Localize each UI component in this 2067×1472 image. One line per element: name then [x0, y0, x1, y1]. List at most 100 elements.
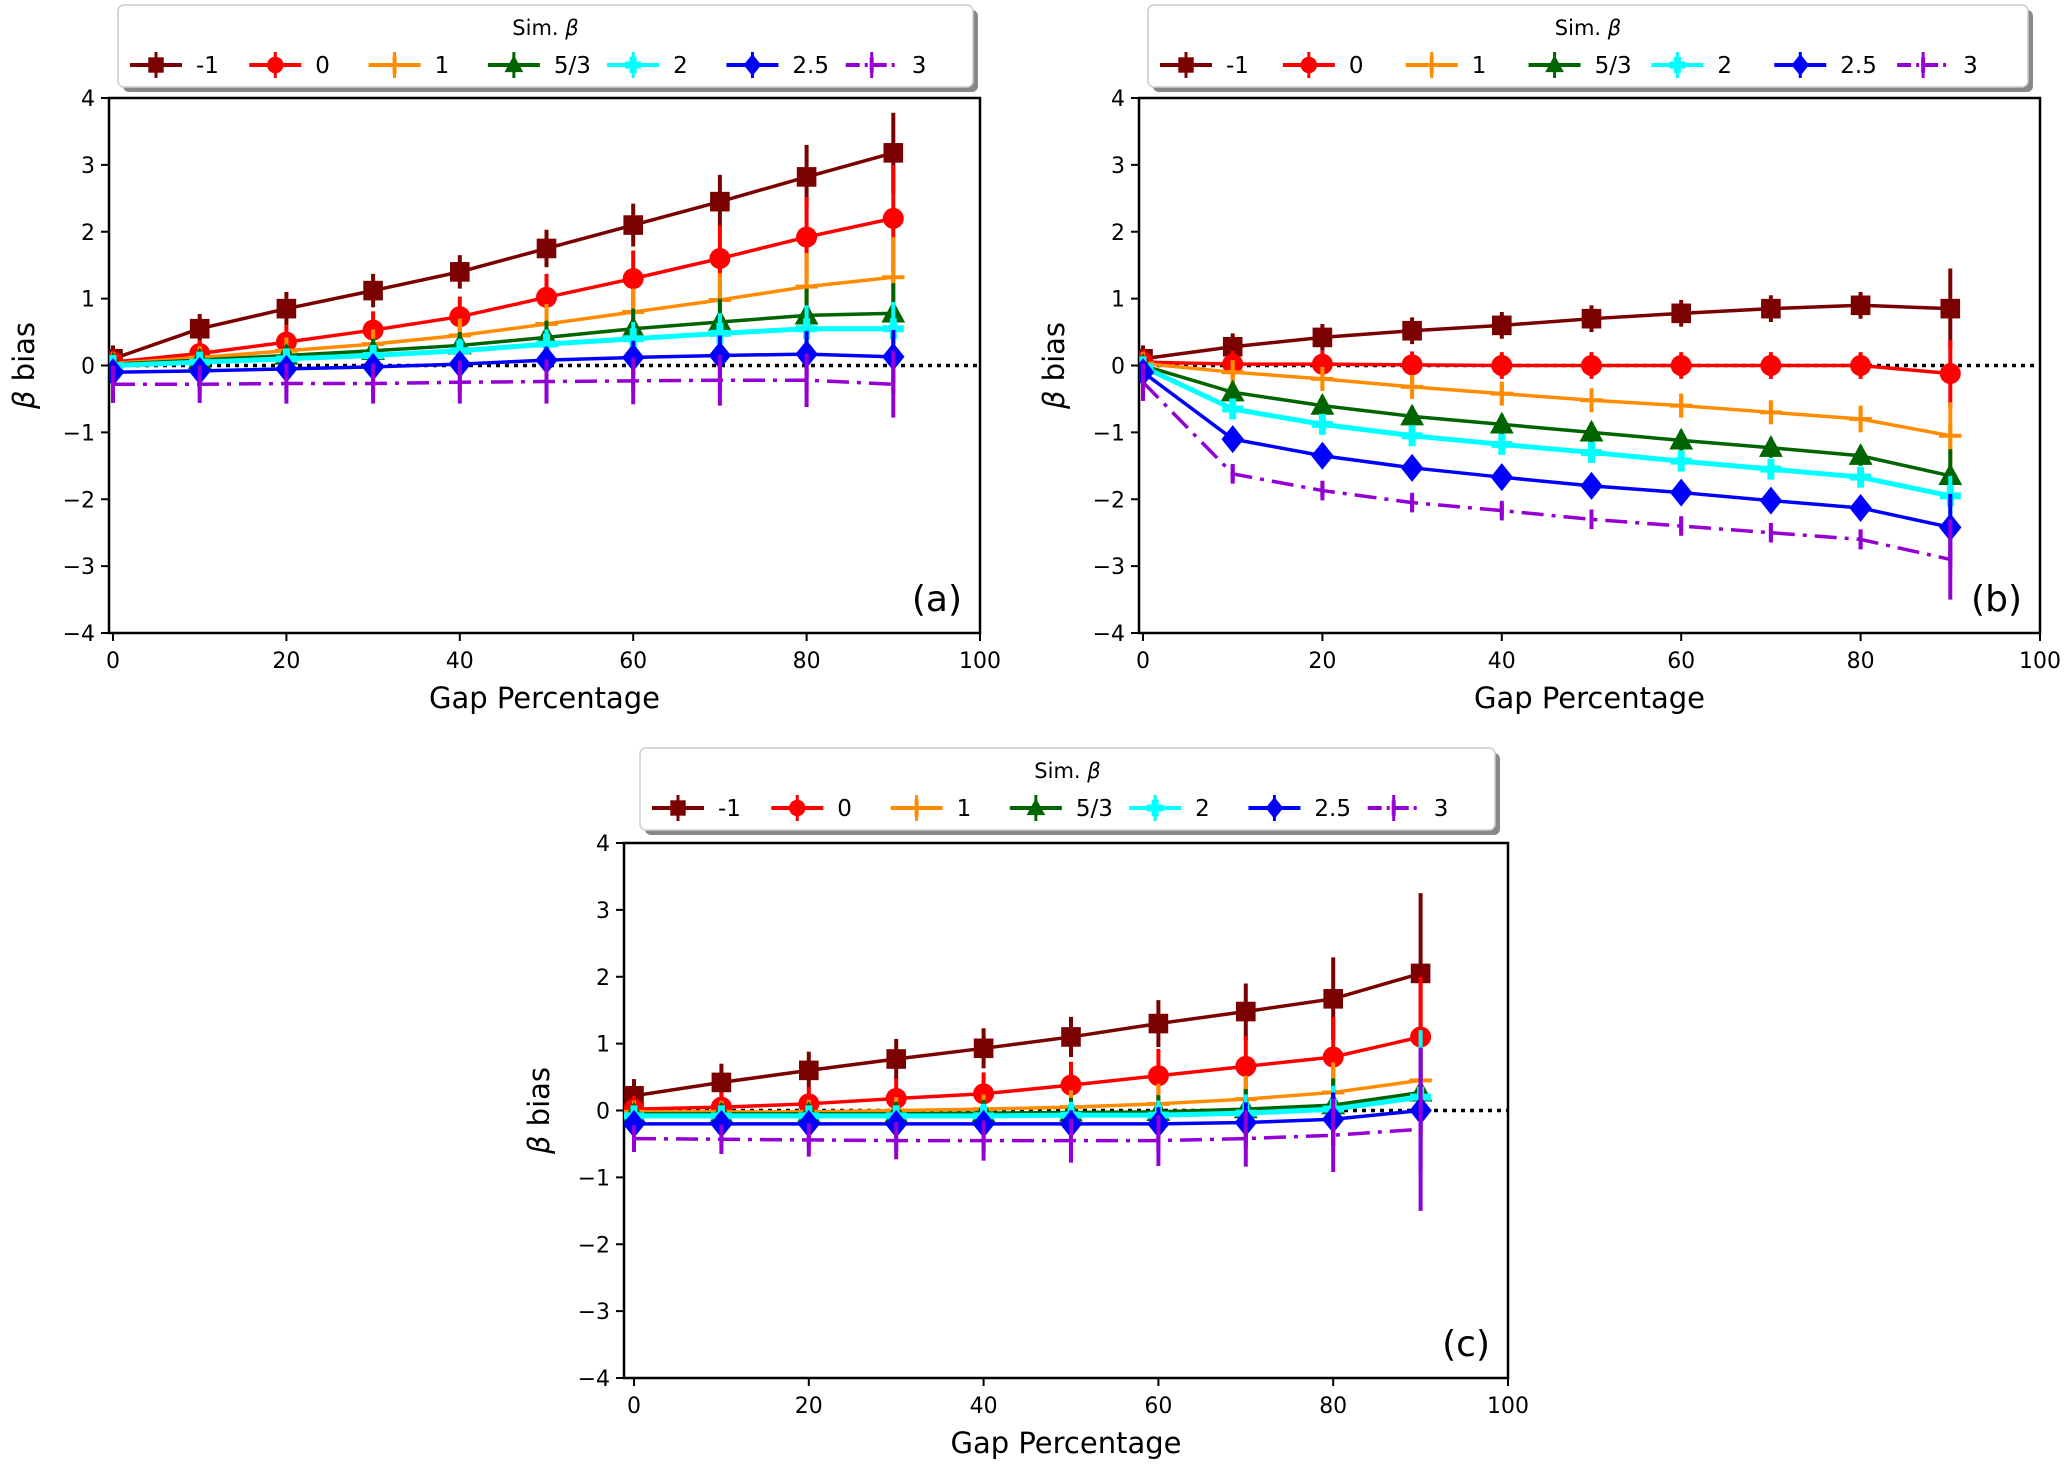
y-tick-label: −1 — [1093, 421, 1125, 446]
legend-label: 0 — [1349, 53, 1364, 79]
legend-label: 2.5 — [1314, 796, 1351, 822]
y-tick-label: 4 — [1111, 87, 1125, 112]
legend-label: 1 — [1472, 53, 1487, 79]
y-tick-label: 0 — [81, 355, 95, 380]
marker-plus-thick — [1581, 441, 1602, 463]
y-tick-label: −1 — [578, 1166, 610, 1191]
panel-label: (b) — [1971, 579, 2022, 620]
marker-circle — [1581, 355, 1602, 376]
legend: Sim. β -1 0 1 5/3 2 2.5 3 — [639, 747, 1500, 835]
y-tick-label: −3 — [63, 555, 95, 580]
marker-square — [1671, 303, 1691, 324]
marker-square — [1323, 989, 1343, 1009]
y-axis-label: β bias — [522, 1067, 556, 1155]
legend-item: 2 — [1651, 52, 1732, 79]
marker-square — [1222, 336, 1243, 357]
legend-item: -1 — [130, 52, 219, 79]
legend-label: 2 — [1717, 53, 1732, 79]
marker-triangle — [1579, 419, 1604, 442]
y-tick-label: −4 — [1093, 622, 1125, 647]
series--1 — [1139, 268, 1961, 373]
y-tick-label: −4 — [578, 1367, 610, 1392]
marker-circle — [536, 286, 557, 308]
series-line — [1141, 380, 1951, 562]
legend-label: -1 — [196, 53, 219, 79]
legend-item: 0 — [771, 795, 852, 822]
marker-triangle — [1220, 379, 1245, 402]
panel-label: (a) — [912, 579, 962, 620]
legend-label: 5/3 — [554, 53, 591, 79]
marker-circle — [1850, 355, 1872, 376]
x-axis-label: Gap Percentage — [950, 1426, 1181, 1460]
x-tick-label: 20 — [1308, 649, 1336, 674]
marker-square — [1061, 1027, 1081, 1047]
marker-square — [189, 318, 210, 339]
marker-circle — [1235, 1055, 1257, 1077]
marker-circle — [449, 306, 471, 328]
series-line — [112, 326, 894, 368]
series-2 — [1139, 356, 1961, 516]
marker-triangle — [504, 55, 524, 73]
x-axis-label: Gap Percentage — [429, 681, 660, 715]
marker-plus — [385, 56, 404, 74]
marker-circle — [1300, 56, 1318, 74]
legend-item: 5/3 — [1528, 52, 1632, 79]
legend-title: Sim. β — [512, 16, 578, 40]
y-tick-label: 3 — [81, 154, 95, 179]
marker-square — [886, 1049, 906, 1069]
y-tick-label: 1 — [81, 288, 95, 313]
marker-square — [363, 280, 383, 301]
series-line — [112, 151, 894, 361]
y-tick-label: 1 — [1111, 288, 1125, 313]
marker-plus-thick — [1401, 425, 1423, 447]
series-line — [1141, 364, 1951, 499]
marker-triangle — [1938, 463, 1963, 485]
marker-diamond — [1849, 493, 1872, 522]
marker-plus — [1490, 382, 1513, 405]
legend-label: 0 — [837, 796, 852, 822]
marker-triangle — [1759, 435, 1783, 457]
marker-square — [450, 262, 470, 282]
marker-diamond — [1490, 463, 1513, 492]
legend-label: -1 — [718, 796, 741, 822]
y-tick-label: 4 — [596, 832, 610, 857]
marker-circle — [882, 207, 904, 229]
legend-label: 2 — [1195, 796, 1210, 822]
marker-diamond — [1791, 54, 1810, 76]
legend-item: 3 — [1367, 795, 1448, 822]
x-tick-label: 60 — [619, 649, 647, 674]
series-line — [113, 378, 894, 386]
series-3 — [632, 1047, 1423, 1211]
x-tick-label: 80 — [1847, 649, 1875, 674]
legend-label: 3 — [1963, 53, 1978, 79]
marker-plus — [1939, 424, 1962, 447]
marker-diamond — [1311, 441, 1334, 470]
series-line — [1142, 360, 1951, 376]
marker-circle — [1322, 1046, 1344, 1068]
legend-item: 1 — [368, 52, 449, 79]
y-axis-label-symbol: β — [522, 1126, 556, 1155]
plot-area — [624, 893, 1508, 1211]
x-tick-label: 0 — [1136, 649, 1150, 674]
marker-circle — [1491, 355, 1513, 376]
x-tick-label: 40 — [446, 649, 474, 674]
series-line — [634, 1094, 1421, 1119]
y-axis-label-text: bias — [1037, 322, 1071, 381]
marker-square — [670, 800, 686, 816]
marker-plus — [1422, 56, 1441, 74]
marker-square — [1148, 1013, 1169, 1034]
marker-square — [1581, 308, 1602, 329]
marker-plus — [1670, 394, 1693, 417]
marker-diamond — [1400, 453, 1424, 482]
legend-item: 1 — [1405, 52, 1487, 79]
series-0 — [1139, 340, 1961, 407]
marker-square — [536, 238, 557, 259]
legend-item: 5/3 — [487, 52, 591, 79]
y-tick-label: −2 — [578, 1233, 610, 1258]
series-line — [633, 1127, 1421, 1143]
series--1 — [624, 893, 1431, 1113]
series-2 — [109, 301, 904, 376]
legend-item: 5/3 — [1009, 795, 1113, 822]
